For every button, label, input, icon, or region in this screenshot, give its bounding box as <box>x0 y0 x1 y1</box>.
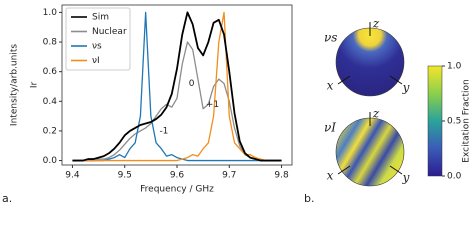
y-tick-label: 0.0 <box>43 156 58 166</box>
colorbar-tick-label: 0.5 <box>447 117 461 127</box>
colorbar-label: Excitation Fraction <box>462 79 472 162</box>
x-tick-label: 9.7 <box>222 171 236 181</box>
y-axis-label-overlay: Ir <box>30 82 40 89</box>
axis-label: y <box>402 171 410 185</box>
series-line <box>72 11 282 162</box>
legend-box <box>65 7 131 71</box>
axis-label: y <box>402 81 410 95</box>
annotation: -1 <box>159 126 168 136</box>
axis-label: x <box>327 169 334 183</box>
axis-label: z <box>372 107 380 121</box>
figure: 0.0 0.2 0.4 0.6 0.8 1.0 9.4 9.5 9.6 9.7 9.8 Frequen… <box>2 4 472 205</box>
y-tick-label: 0.8 <box>43 38 58 48</box>
y-tick-label: 0.6 <box>43 67 58 77</box>
y-tick-label: 0.4 <box>43 97 58 107</box>
panel-label: b. <box>304 192 314 205</box>
line-chart: 0.0 0.2 0.4 0.6 0.8 1.0 9.4 9.5 9.6 9.7 9.8 Frequen… <box>10 4 293 195</box>
x-tick-label: 9.4 <box>65 171 80 181</box>
x-tick-label: 9.6 <box>170 171 185 181</box>
axis-label: z <box>372 17 380 31</box>
sphere <box>335 117 405 187</box>
annotation: +1 <box>206 100 219 110</box>
x-axis-label: Frequency / GHz <box>140 185 214 195</box>
legend-label: νI <box>92 56 100 66</box>
axis-arrow <box>389 75 403 85</box>
axis-arrow <box>337 165 351 175</box>
series-line <box>72 11 282 162</box>
sphere <box>335 27 405 97</box>
x-tick-label: 9.5 <box>118 171 132 181</box>
panel-label: a. <box>2 192 12 205</box>
axis-label: x <box>327 79 334 93</box>
x-tick-label: 9.8 <box>274 171 289 181</box>
y-tick-label: 0.2 <box>43 126 57 136</box>
legend-label: νs <box>92 42 102 52</box>
sphere-label: νI <box>324 121 336 135</box>
axis-arrow <box>389 165 403 175</box>
colorbar-tick-label: 1.0 <box>447 62 462 72</box>
colorbar <box>427 65 443 177</box>
colorbar-tick-label: 0.0 <box>447 172 462 182</box>
axis-arrow <box>337 75 351 85</box>
legend-label: Nuclear <box>92 27 127 37</box>
annotation: 0 <box>189 79 195 89</box>
sphere-label: νs <box>324 31 337 45</box>
y-tick-label: 1.0 <box>43 8 58 18</box>
y-axis-label: Intensity/arb.units <box>10 44 20 126</box>
legend-label: Sim <box>92 13 109 23</box>
legend: Sim Nuclear νs νI <box>65 7 131 71</box>
